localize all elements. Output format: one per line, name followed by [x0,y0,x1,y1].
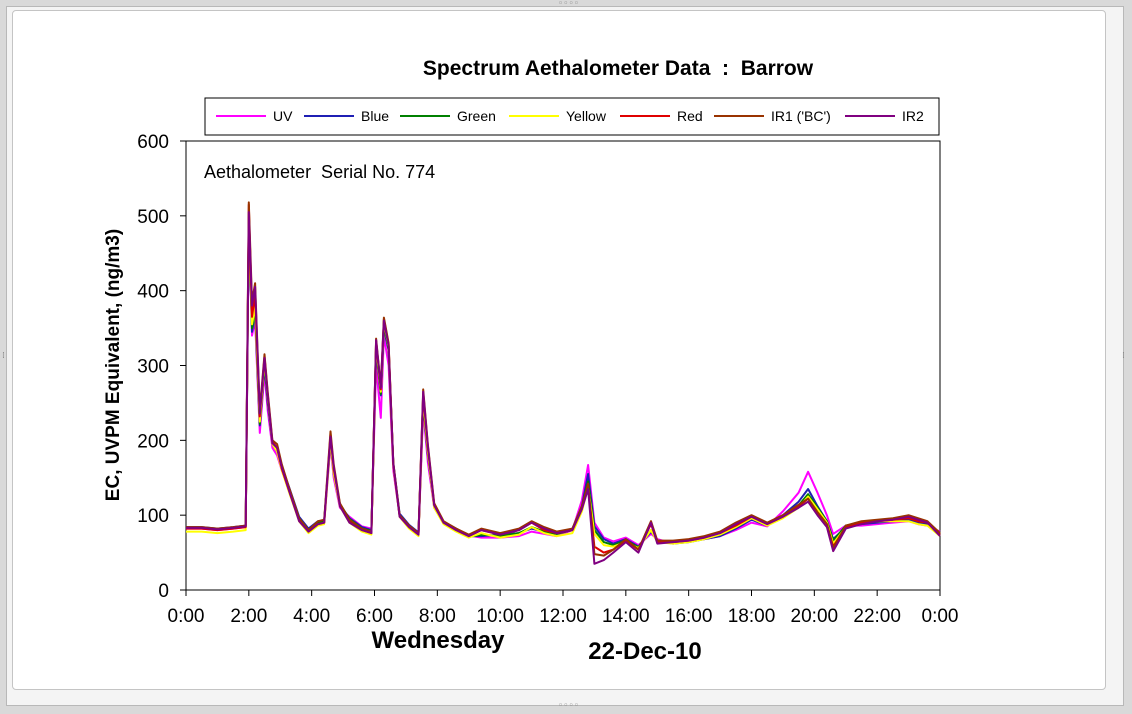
legend-label-uv: UV [273,108,293,124]
legend-label-ir1-bc: IR1 ('BC') [771,108,831,124]
x-tick-label: 16:00 [665,606,713,627]
x-tick-label: 20:00 [791,606,839,627]
series-line-ir2 [186,211,941,565]
legend-box [204,97,940,136]
series-lines [186,201,941,565]
x-tick-label: 0:00 [922,606,959,627]
y-axis-label: EC, UVPM Equivalent, (ng/m3) [103,229,124,501]
x-tick-label: 18:00 [728,606,776,627]
x-tick-label: 2:00 [230,606,267,627]
x-tick-label: 12:00 [539,606,587,627]
x-tick-label: 8:00 [419,606,456,627]
legend-label-ir2: IR2 [902,108,924,124]
x-axis: 0:00 2:00 4:00 6:00 8:00 10:00 12:00 14:00 16:00… [168,590,959,627]
resize-handle-left[interactable]: ⁞ [2,351,5,361]
y-axis: 0 100 200 300 400 500 600 [137,132,186,602]
x-tick-label: 10:00 [476,606,524,627]
legend-label-green: Green [457,108,496,124]
y-tick-label: 0 [158,581,169,602]
plot-area [185,140,941,591]
y-tick-label: 200 [137,431,169,452]
y-tick-label: 600 [137,132,169,153]
resize-handle-top[interactable]: ◦◦◦◦ [558,0,580,9]
serial-annotation: Aethalometer Serial No. 774 [204,162,435,182]
legend-label-blue: Blue [361,108,389,124]
x-axis-date-label: 22-Dec-10 [588,638,701,665]
x-tick-label: 6:00 [356,606,393,627]
resize-handle-bottom[interactable]: ◦◦◦◦ [558,701,580,711]
y-tick-label: 300 [137,357,169,378]
legend: UV Blue Green Yellow Red IR1 ('BC') IR2 [216,108,924,124]
chart-title: Spectrum Aethalometer Data : Barrow [423,57,814,80]
x-tick-label: 14:00 [602,606,650,627]
x-axis-day-label: Wednesday [372,627,506,654]
resize-handle-right[interactable]: ⁞ [1122,351,1125,361]
y-tick-label: 100 [137,506,169,527]
x-tick-label: 0:00 [168,606,205,627]
y-tick-label: 400 [137,282,169,303]
x-tick-label: 22:00 [853,606,901,627]
legend-label-red: Red [677,108,703,124]
y-tick-label: 500 [137,207,169,228]
x-tick-label: 4:00 [293,606,330,627]
legend-label-yellow: Yellow [566,108,607,124]
